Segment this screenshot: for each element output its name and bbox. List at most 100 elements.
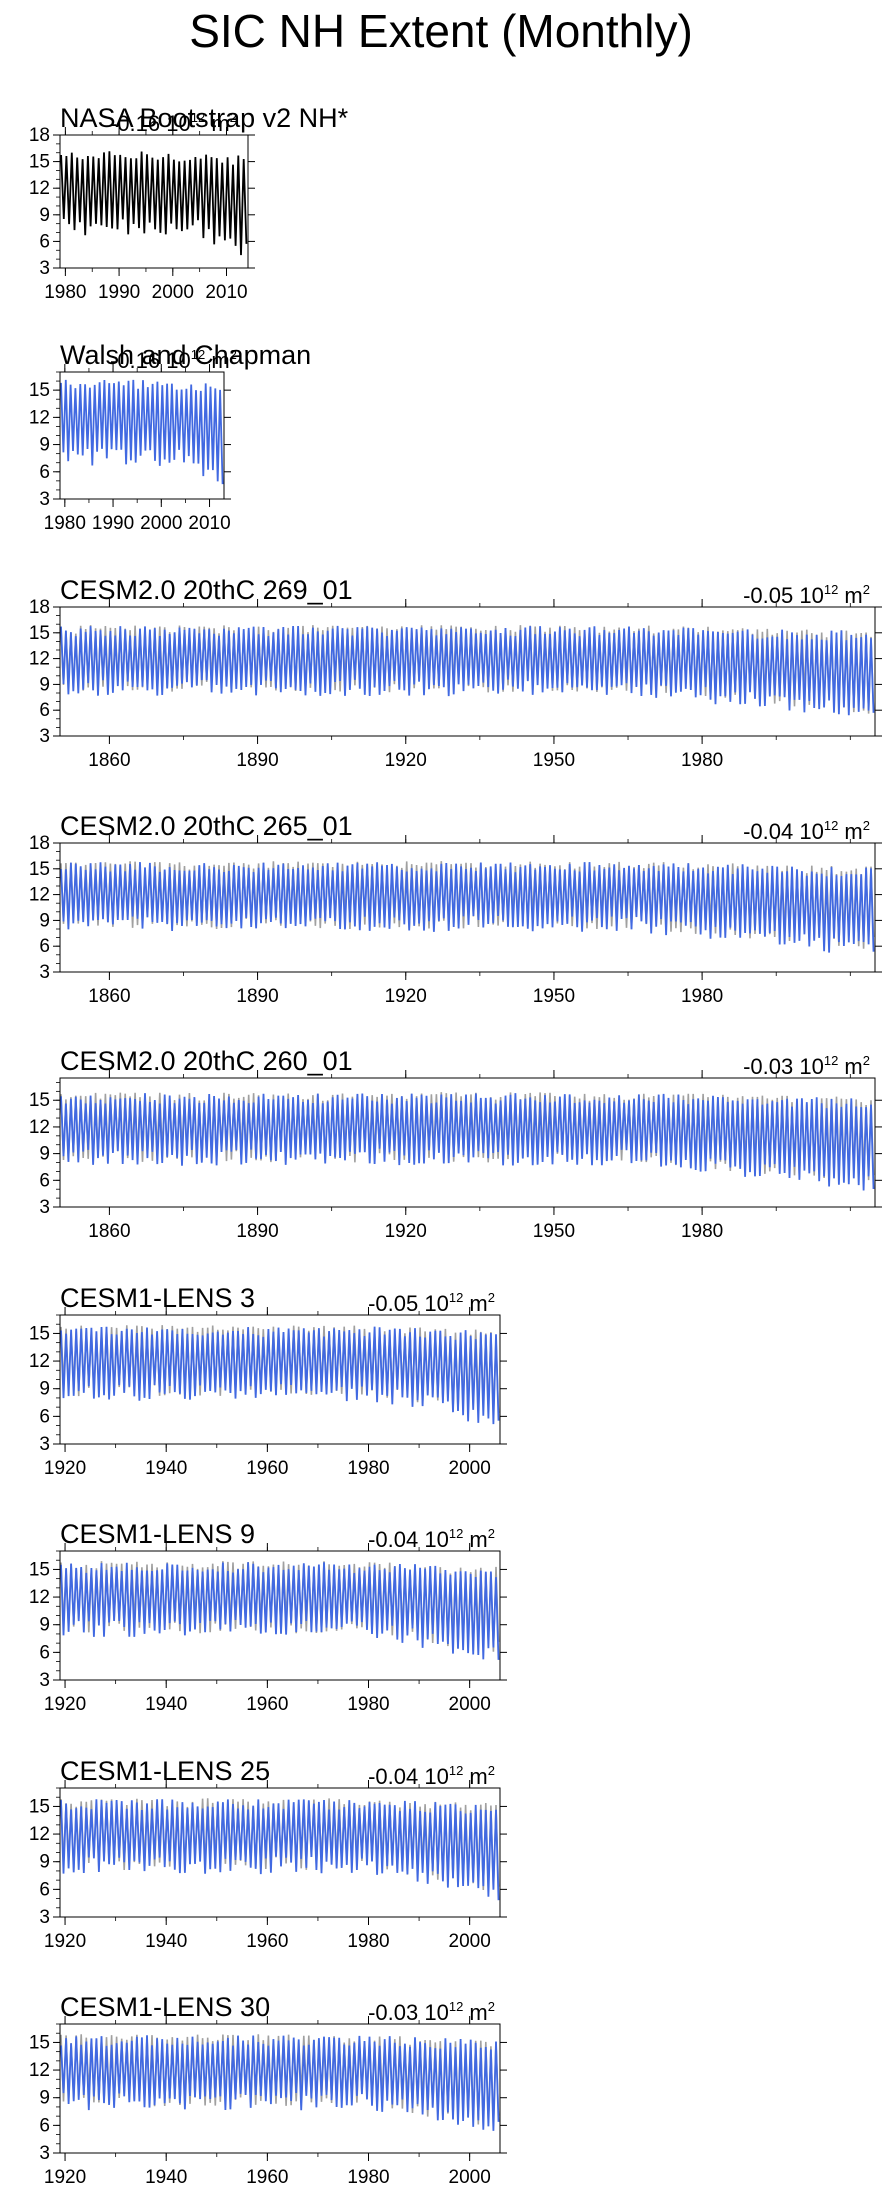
y-tick-label: 15 bbox=[29, 1796, 50, 1817]
data-series bbox=[60, 625, 875, 716]
x-tick-label: 1980 bbox=[44, 282, 86, 303]
y-tick-label: 9 bbox=[39, 435, 50, 456]
y-tick-label: 3 bbox=[39, 1197, 50, 1218]
x-tick-label: 2000 bbox=[140, 513, 182, 534]
trend-label: -0.04 1012 m2 bbox=[743, 818, 870, 844]
y-tick-label: 15 bbox=[29, 152, 50, 173]
x-tick-label: 1920 bbox=[44, 2167, 86, 2188]
trend-label: -0.16 1012 m2 bbox=[110, 347, 237, 373]
trend-label: -0.05 1012 m2 bbox=[368, 1290, 495, 1316]
chart-panel: CESM2.0 20thC 269_01 -0.05 1012 m2 3 6 9 12 15… bbox=[29, 575, 882, 771]
x-tick-label: 1920 bbox=[44, 1931, 86, 1952]
y-tick-label: 12 bbox=[29, 1824, 50, 1845]
x-tick-label: 1860 bbox=[88, 986, 130, 1007]
y-tick-label: 9 bbox=[39, 1144, 50, 1165]
x-tick-label: 1890 bbox=[236, 750, 278, 771]
data-series bbox=[60, 1562, 500, 1660]
chart-panel: CESM1-LENS 3 -0.05 1012 m2 3 6 9 12 15 1920 1940… bbox=[29, 1283, 507, 1479]
x-tick-label: 1920 bbox=[44, 1694, 86, 1715]
trend-label: -0.05 1012 m2 bbox=[743, 582, 870, 608]
data-series bbox=[60, 1093, 875, 1191]
x-tick-label: 1940 bbox=[145, 1694, 187, 1715]
x-tick-label: 1960 bbox=[246, 1931, 288, 1952]
trend-label: -0.04 1012 m2 bbox=[368, 1526, 495, 1552]
panel-title: CESM1-LENS 30 bbox=[60, 1992, 270, 2022]
x-tick-label: 2000 bbox=[449, 2167, 491, 2188]
y-tick-label: 6 bbox=[39, 1170, 50, 1191]
y-tick-label: 6 bbox=[39, 1879, 50, 1900]
x-tick-label: 1990 bbox=[98, 282, 140, 303]
x-tick-label: 1980 bbox=[681, 1221, 723, 1242]
y-tick-label: 12 bbox=[29, 178, 50, 199]
plot-frame bbox=[59, 606, 876, 737]
x-tick-label: 1980 bbox=[44, 513, 86, 534]
y-tick-label: 15 bbox=[29, 1090, 50, 1111]
y-tick-label: 3 bbox=[39, 1670, 50, 1691]
x-tick-label: 2000 bbox=[449, 1931, 491, 1952]
trend-label: -0.03 1012 m2 bbox=[368, 1999, 495, 2025]
trend-label: -0.03 1012 m2 bbox=[743, 1053, 870, 1079]
figure-title: SIC NH Extent (Monthly) bbox=[189, 5, 693, 57]
x-tick-label: 1980 bbox=[347, 1931, 389, 1952]
x-tick-label: 1980 bbox=[347, 2167, 389, 2188]
x-tick-label: 2000 bbox=[449, 1458, 491, 1479]
y-tick-label: 9 bbox=[39, 1379, 50, 1400]
data-series bbox=[60, 151, 248, 256]
y-tick-label: 3 bbox=[39, 962, 50, 983]
x-tick-label: 1920 bbox=[385, 750, 427, 771]
y-tick-label: 12 bbox=[29, 407, 50, 428]
chart-panel: NASA Bootstrap v2 NH*-0.16 1012 m2 3 6 9 12 1… bbox=[29, 103, 349, 303]
x-tick-label: 1940 bbox=[145, 1931, 187, 1952]
x-tick-label: 1940 bbox=[145, 2167, 187, 2188]
y-tick-label: 9 bbox=[39, 1615, 50, 1636]
y-tick-label: 12 bbox=[29, 1587, 50, 1608]
y-tick-label: 6 bbox=[39, 1642, 50, 1663]
y-tick-label: 9 bbox=[39, 910, 50, 931]
y-tick-label: 18 bbox=[29, 125, 50, 146]
y-tick-label: 3 bbox=[39, 1907, 50, 1928]
y-tick-label: 3 bbox=[39, 726, 50, 747]
y-tick-label: 9 bbox=[39, 1852, 50, 1873]
y-tick-label: 6 bbox=[39, 2115, 50, 2136]
chart-panel: CESM1-LENS 30 -0.03 1012 m2 3 6 9 12 15 1920 194… bbox=[29, 1992, 507, 2188]
x-tick-label: 1920 bbox=[385, 1221, 427, 1242]
x-tick-label: 1980 bbox=[347, 1694, 389, 1715]
y-tick-label: 3 bbox=[39, 2143, 50, 2164]
y-tick-label: 6 bbox=[39, 936, 50, 957]
x-tick-label: 1980 bbox=[347, 1458, 389, 1479]
y-tick-label: 9 bbox=[39, 674, 50, 695]
x-tick-label: 1980 bbox=[681, 750, 723, 771]
x-tick-label: 2000 bbox=[449, 1694, 491, 1715]
y-tick-label: 18 bbox=[29, 597, 50, 618]
x-tick-label: 1990 bbox=[92, 513, 134, 534]
y-tick-label: 9 bbox=[39, 205, 50, 226]
panel-title: CESM2.0 20thC 260_01 bbox=[60, 1046, 353, 1076]
panel-title: NASA Bootstrap v2 NH* bbox=[60, 103, 349, 133]
y-tick-label: 18 bbox=[29, 833, 50, 854]
x-tick-label: 1890 bbox=[236, 986, 278, 1007]
data-series bbox=[60, 2035, 500, 2131]
y-tick-label: 15 bbox=[29, 859, 50, 880]
trend-label: -0.16 1012 m2 bbox=[110, 110, 237, 136]
y-tick-label: 6 bbox=[39, 231, 50, 252]
y-tick-label: 3 bbox=[39, 1434, 50, 1455]
panel-title: CESM1-LENS 9 bbox=[60, 1519, 255, 1549]
y-tick-label: 15 bbox=[29, 623, 50, 644]
trend-label: -0.04 1012 m2 bbox=[368, 1763, 495, 1789]
y-tick-label: 6 bbox=[39, 700, 50, 721]
y-tick-label: 3 bbox=[39, 258, 50, 279]
x-tick-label: 1950 bbox=[533, 1221, 575, 1242]
y-tick-label: 15 bbox=[29, 380, 50, 401]
y-tick-label: 9 bbox=[39, 2088, 50, 2109]
x-tick-label: 1980 bbox=[681, 986, 723, 1007]
x-tick-label: 1920 bbox=[385, 986, 427, 1007]
data-series bbox=[60, 379, 224, 485]
data-series bbox=[60, 862, 875, 953]
panel-title: CESM1-LENS 25 bbox=[60, 1756, 270, 1786]
x-tick-label: 1950 bbox=[533, 986, 575, 1007]
y-tick-label: 15 bbox=[29, 1559, 50, 1580]
x-tick-label: 1890 bbox=[236, 1221, 278, 1242]
y-tick-label: 6 bbox=[39, 462, 50, 483]
panel-title: CESM2.0 20thC 265_01 bbox=[60, 811, 353, 841]
